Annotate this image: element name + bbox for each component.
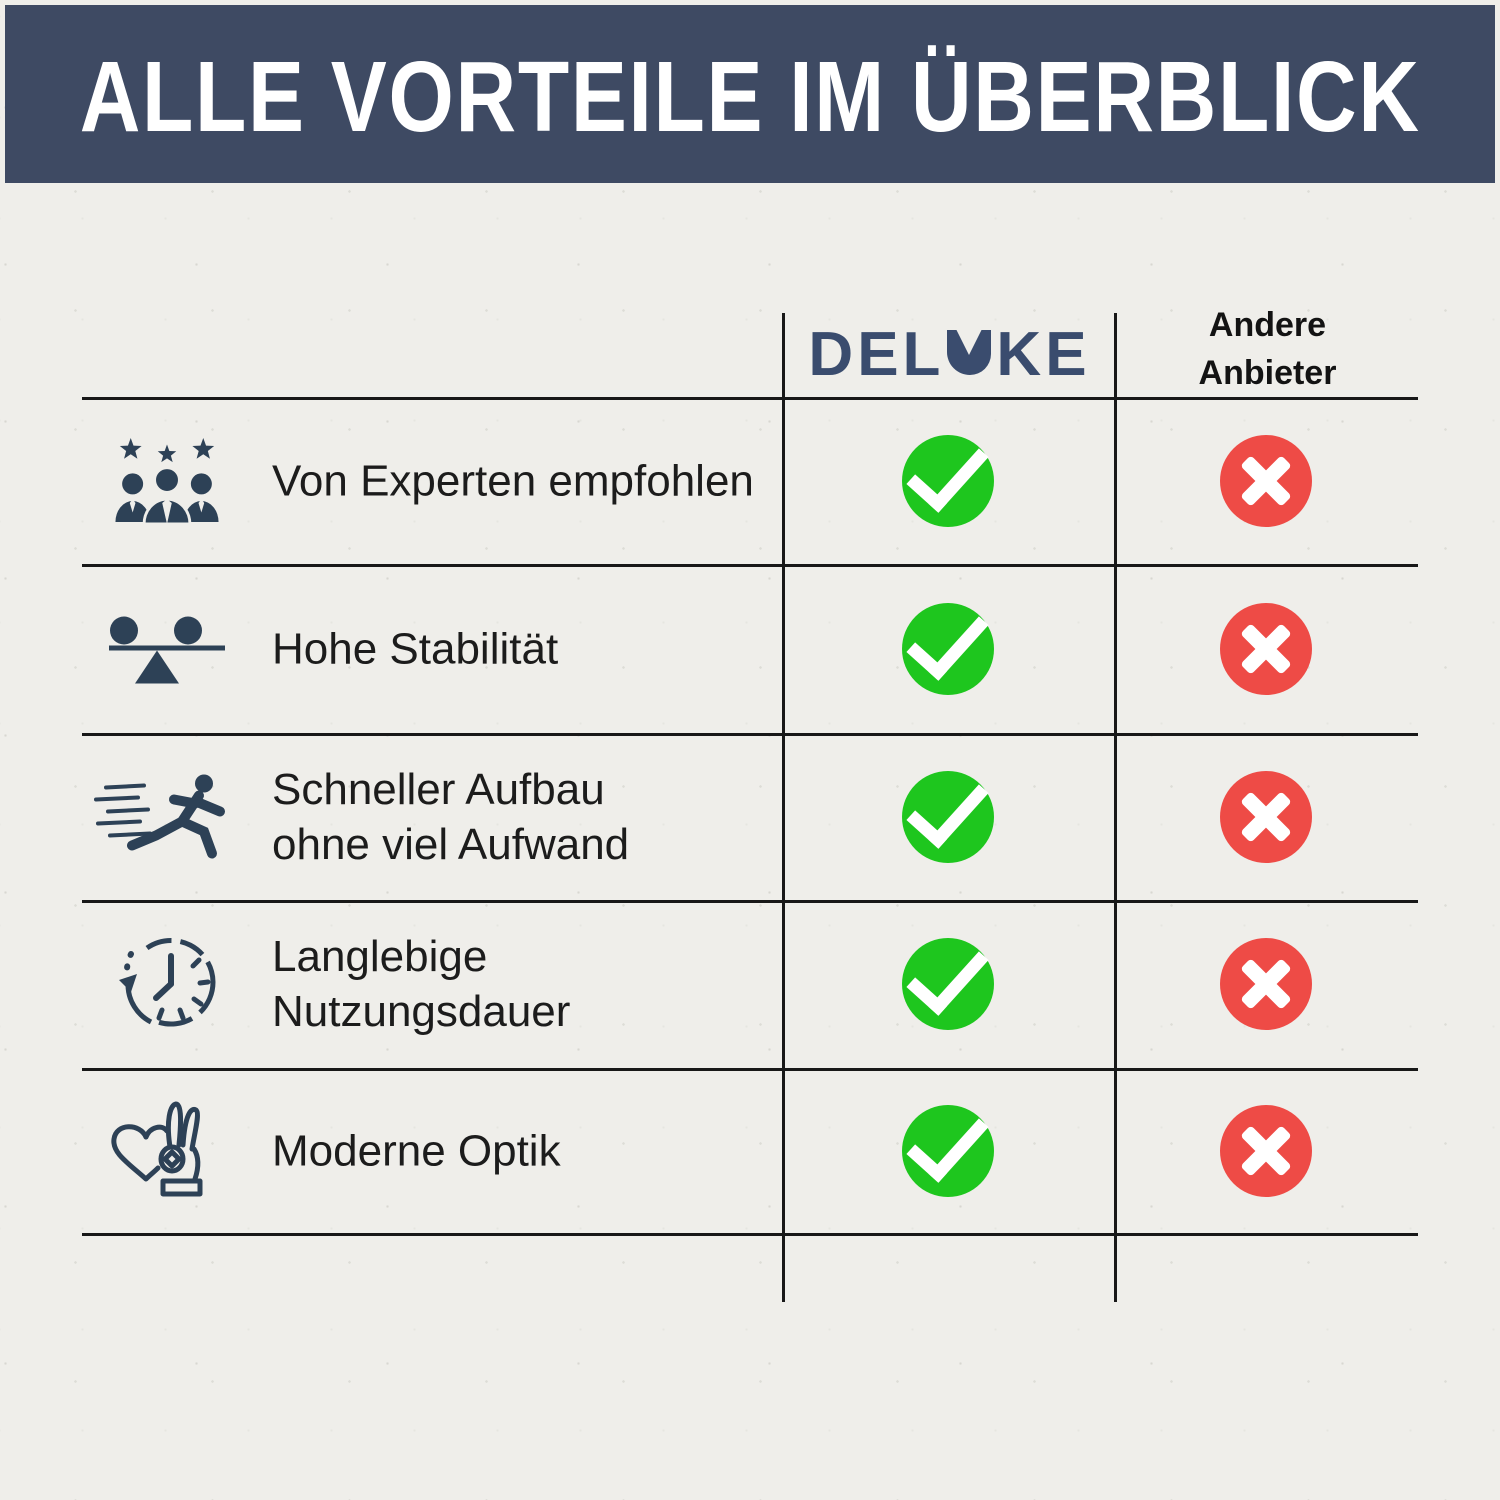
row-label: Moderne Optik	[272, 1126, 561, 1175]
andere-cross-icon	[1220, 770, 1312, 863]
deluke-check-icon	[902, 427, 994, 527]
table-row: Schneller Aufbau ohne viel Aufwand	[82, 733, 1418, 900]
page-title: ALLE VORTEILE IM ÜBERBLICK	[79, 40, 1421, 153]
table-grid-vline-1	[782, 313, 785, 1302]
competitor-header-label: Andere Anbieter	[1198, 306, 1337, 392]
table-grid-vline-2	[1114, 313, 1117, 1302]
deluke-check-icon	[902, 595, 994, 695]
row-label: Langlebige Nutzungsdauer	[272, 932, 571, 1036]
table-grid-hline-4	[82, 900, 1418, 903]
logo-letters-after-u: KE	[996, 320, 1091, 389]
andere-cross-icon	[1220, 938, 1312, 1030]
table-grid-hline-5	[82, 1068, 1418, 1071]
header-bar: ALLE VORTEILE IM ÜBERBLICK	[5, 5, 1495, 183]
deluke-check-icon	[902, 931, 994, 1030]
deluke-check-icon	[902, 1097, 994, 1197]
balance-stability-icon	[82, 611, 252, 686]
andere-cross-icon	[1220, 1104, 1312, 1197]
table-row: Moderne Optik	[82, 1068, 1418, 1233]
logo-letter-u-check-icon	[947, 330, 992, 375]
table-grid-hline-3	[82, 733, 1418, 736]
ok-hand-heart-icon	[82, 1097, 252, 1205]
table-row: Von Experten empfohlen	[82, 397, 1418, 564]
table-grid-hline-2	[82, 564, 1418, 567]
competitor-column-header: Andere Anbieter	[1117, 303, 1418, 397]
brand-logo: DEL KE	[808, 324, 1090, 386]
row-label: Schneller Aufbau ohne viel Aufwand	[272, 764, 630, 869]
logo-letters-before-u: DEL	[808, 320, 945, 389]
table-row: Langlebige Nutzungsdauer	[82, 900, 1418, 1068]
andere-cross-icon	[1220, 434, 1312, 527]
table-grid-hline-6	[82, 1233, 1418, 1236]
table-grid-hline-1	[82, 397, 1418, 400]
clock-durability-icon	[82, 930, 252, 1038]
deluke-check-icon	[902, 763, 994, 863]
experts-people-stars-icon	[82, 428, 252, 533]
brand-column-header: DEL KE	[785, 313, 1114, 397]
table-row: Hohe Stabilität	[82, 564, 1418, 733]
row-label: Hohe Stabilität	[272, 624, 559, 673]
andere-cross-icon	[1220, 602, 1312, 695]
runner-speed-icon	[82, 769, 252, 864]
row-label: Von Experten empfohlen	[272, 456, 754, 505]
